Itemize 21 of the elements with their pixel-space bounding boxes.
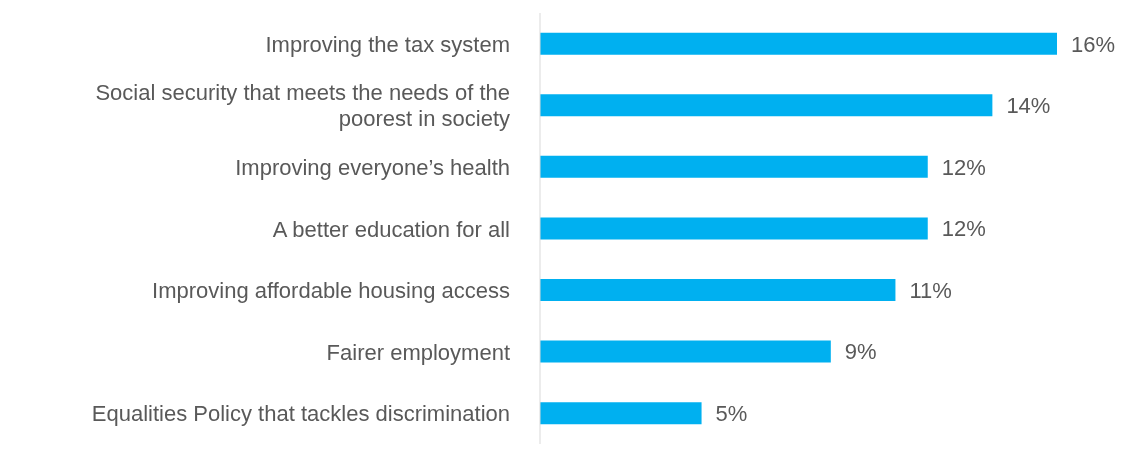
y-tick-label: Social security that meets the needs of the poorest in society — [95, 79, 510, 131]
data-label: 12% — [941, 154, 986, 180]
y-tick-label: Equalities Policy that tackles discrimination — [91, 400, 510, 426]
y-tick-label: Fairer employment — [326, 339, 510, 365]
data-label: 14% — [1006, 93, 1051, 119]
y-tick-label: A better education for all — [272, 216, 510, 241]
bar — [540, 94, 993, 117]
bar — [540, 217, 928, 240]
bar — [540, 402, 702, 425]
bar — [540, 155, 928, 178]
bar — [540, 278, 896, 301]
y-tick-label: Improving affordable housing access — [152, 277, 510, 303]
bar — [540, 340, 831, 363]
bar — [540, 32, 1057, 55]
y-tick-label: Improving the tax system — [265, 31, 510, 57]
data-label: 9% — [844, 339, 877, 365]
y-tick-label: Improving everyone’s health — [235, 154, 510, 180]
data-label: 5% — [715, 400, 748, 426]
data-label: 12% — [941, 216, 986, 242]
data-label: 16% — [1071, 31, 1116, 57]
data-label: 11% — [909, 277, 952, 303]
